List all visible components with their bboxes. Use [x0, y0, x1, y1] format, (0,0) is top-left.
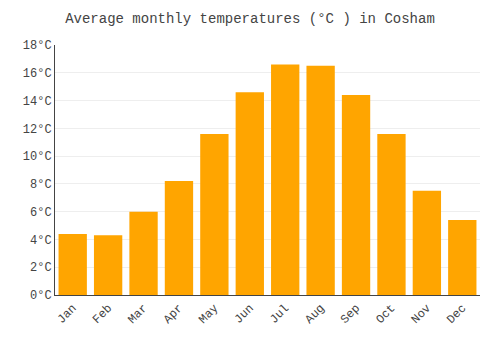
- svg-text:12°C: 12°C: [23, 123, 52, 137]
- svg-text:Jan: Jan: [55, 302, 80, 327]
- svg-text:Jul: Jul: [267, 302, 292, 327]
- svg-text:May: May: [196, 302, 221, 327]
- svg-text:18°C: 18°C: [23, 39, 52, 53]
- svg-text:Jun: Jun: [232, 302, 257, 327]
- svg-text:Dec: Dec: [444, 302, 469, 327]
- svg-text:0°C: 0°C: [30, 289, 52, 303]
- svg-text:8°C: 8°C: [30, 178, 52, 192]
- svg-text:2°C: 2°C: [30, 261, 52, 275]
- svg-text:Sep: Sep: [338, 302, 363, 327]
- svg-text:Apr: Apr: [161, 302, 186, 327]
- svg-text:Nov: Nov: [409, 302, 434, 327]
- svg-text:16°C: 16°C: [23, 67, 52, 81]
- svg-text:14°C: 14°C: [23, 95, 52, 109]
- svg-text:4°C: 4°C: [30, 234, 52, 248]
- svg-text:10°C: 10°C: [23, 150, 52, 164]
- svg-text:Average monthly temperatures (: Average monthly temperatures (°C ) in Co…: [65, 11, 435, 27]
- svg-text:6°C: 6°C: [30, 206, 52, 220]
- svg-text:Aug: Aug: [303, 302, 328, 327]
- svg-text:Feb: Feb: [90, 302, 115, 327]
- svg-text:Mar: Mar: [125, 302, 150, 327]
- svg-text:Oct: Oct: [373, 302, 398, 327]
